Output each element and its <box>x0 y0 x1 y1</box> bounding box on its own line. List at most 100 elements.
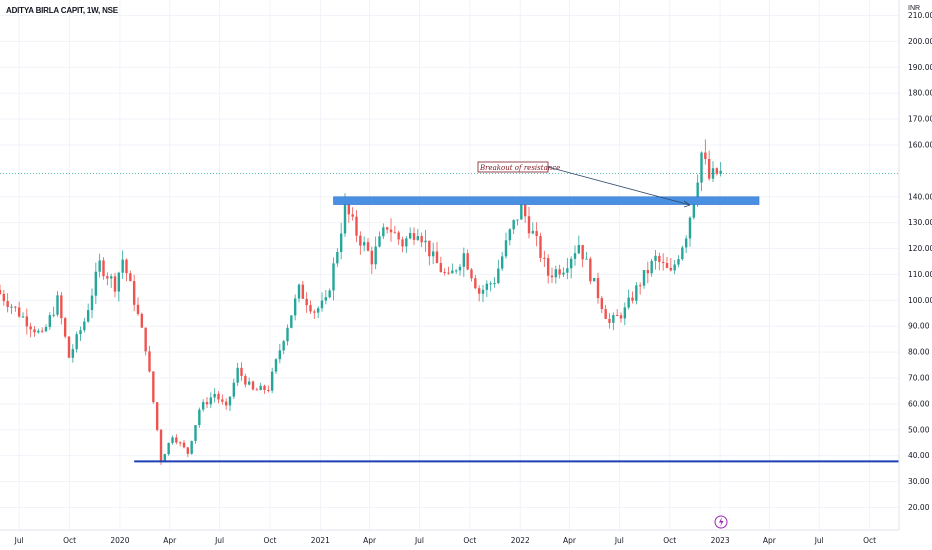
candle-body <box>397 232 400 240</box>
y-tick-label: 200.00 <box>908 37 932 46</box>
candle-body <box>221 399 224 402</box>
candle-body <box>374 246 377 265</box>
candle-body <box>194 425 197 441</box>
candle-body <box>255 389 259 391</box>
candle-body <box>577 245 581 254</box>
candle-body <box>232 382 236 397</box>
candle-body <box>75 334 78 350</box>
candle-body <box>424 240 427 243</box>
candle-body <box>144 327 147 352</box>
candle-body <box>37 330 40 333</box>
candle-body <box>247 381 251 385</box>
candle-body <box>443 272 446 274</box>
candle-body <box>405 238 408 247</box>
lightning-icon[interactable] <box>714 515 728 529</box>
candle-body <box>40 330 44 332</box>
candle-body <box>408 233 412 239</box>
candle-body <box>642 270 646 286</box>
candle-body <box>17 307 21 317</box>
candle-body <box>148 351 151 372</box>
candle-body <box>106 276 109 279</box>
candle-body <box>267 389 270 391</box>
candle-body <box>313 311 316 313</box>
candle-body <box>428 240 431 257</box>
candle-body <box>167 442 170 455</box>
candle-body <box>531 231 535 234</box>
candle-body <box>244 375 247 385</box>
candle-body <box>646 270 650 274</box>
candle-body <box>90 295 94 311</box>
y-tick-label: 170.00 <box>908 115 932 124</box>
candle-body <box>152 371 155 403</box>
candle-body <box>677 259 680 265</box>
candle-body <box>309 305 312 312</box>
candle-body <box>573 253 577 259</box>
candle-body <box>182 442 186 448</box>
candle-body <box>489 283 492 285</box>
candle-body <box>401 239 404 247</box>
candle-body <box>543 257 546 259</box>
candle-body <box>612 315 615 323</box>
candle-body <box>224 401 228 406</box>
candle-body <box>98 260 101 272</box>
candle-body <box>451 270 454 274</box>
candle-body <box>382 227 385 237</box>
candle-body <box>420 236 423 243</box>
candle-body <box>332 263 335 291</box>
x-tick-label: Oct <box>463 536 476 545</box>
candle-body <box>604 309 607 319</box>
candle-body <box>155 402 159 430</box>
candle-body <box>719 170 722 174</box>
candle-body <box>201 402 205 410</box>
x-tick-label: Jul <box>14 536 24 545</box>
candle-body <box>240 367 243 376</box>
y-tick-label: 50.00 <box>908 425 930 434</box>
candle-body <box>385 227 389 230</box>
y-tick-label: 190.00 <box>908 63 932 72</box>
candle-body <box>79 330 82 335</box>
candle-body <box>60 295 63 319</box>
candle-body <box>113 276 117 292</box>
x-tick-label: Apr <box>163 536 177 545</box>
candle-body <box>263 385 266 390</box>
y-tick-label: 90.00 <box>908 322 930 331</box>
candle-body <box>504 240 508 257</box>
candle-body <box>477 288 481 294</box>
candle-body <box>523 203 527 217</box>
candle-body <box>290 315 293 328</box>
candle-body <box>627 297 630 308</box>
candle-body <box>688 217 692 239</box>
candle-body <box>696 182 699 203</box>
y-tick-label: 140.00 <box>908 192 932 201</box>
y-tick-label: 210.00 <box>908 11 932 20</box>
x-tick-label: Jul <box>414 536 424 545</box>
annotation-breakout[interactable]: Breakout of resistance <box>477 161 691 208</box>
candle-body <box>336 252 339 264</box>
candle-body <box>10 306 13 308</box>
x-tick-label: Oct <box>663 536 676 545</box>
x-tick-label: Apr <box>763 536 777 545</box>
y-tick-label: 100.00 <box>908 296 932 305</box>
candle-body <box>596 277 600 299</box>
candle-body <box>14 306 17 308</box>
symbol-title: ADITYA BIRLA CAPIT, 1W, NSE <box>6 6 118 15</box>
candle-body <box>117 272 121 292</box>
x-tick-label: 2022 <box>511 536 530 545</box>
candle-body <box>48 315 52 327</box>
candle-body <box>707 159 711 179</box>
candle-body <box>56 295 59 315</box>
candle-body <box>86 310 90 322</box>
candle-body <box>516 219 519 221</box>
candle-body <box>209 397 213 405</box>
candle-body <box>21 316 25 318</box>
candle-body <box>270 371 274 391</box>
candle-body <box>454 270 458 272</box>
candle-body <box>328 290 331 298</box>
x-tick-label: Oct <box>263 536 276 545</box>
candle-body <box>297 284 301 299</box>
y-tick-label: 60.00 <box>908 399 930 408</box>
candle-body <box>171 437 174 443</box>
candle-body <box>355 216 358 236</box>
y-tick-label: 30.00 <box>908 477 930 486</box>
